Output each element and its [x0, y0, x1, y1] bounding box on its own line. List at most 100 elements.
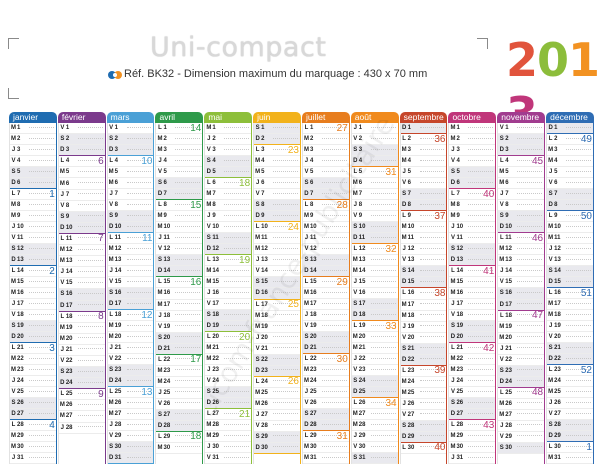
day-letter: M [548, 224, 554, 230]
day-letter: M [157, 301, 163, 308]
day-letter: D [401, 202, 407, 209]
saint-line [224, 159, 250, 163]
saint-line [224, 126, 250, 130]
day-number: 29 [407, 433, 415, 440]
day-number: 8 [456, 202, 460, 208]
day-letter: S [499, 290, 504, 297]
day-letter: M [157, 147, 163, 154]
week-number: 4 [49, 419, 55, 431]
day-number: 22 [212, 356, 219, 362]
saint-line [126, 192, 152, 196]
day-letter: V [402, 180, 407, 187]
saint-line [468, 159, 494, 163]
day-letter: M [401, 301, 407, 308]
saint-line [468, 368, 494, 372]
day-number: 18 [505, 312, 512, 319]
day-row: D 25 [351, 387, 399, 398]
day-number: 25 [358, 389, 366, 395]
saint-line [517, 192, 543, 196]
day-letter: S [499, 444, 504, 451]
saint-line [468, 357, 494, 361]
day-row: V 29 [498, 431, 546, 443]
saint-line [77, 348, 103, 351]
day-row: S 26 [449, 398, 497, 409]
day-letter: J [255, 180, 260, 187]
day-row: D 27 [10, 409, 57, 420]
day-number: 15 [261, 279, 268, 286]
day-letter: V [548, 411, 553, 417]
day-number: 2 [17, 136, 21, 142]
month-column: mars V 1 S 2 D 3 L 4 10 M 5 M 6 J 7 V 8 S 9 D 10 L 11 11 M 12 M 13 J 1… [106, 112, 155, 464]
saint-line [566, 126, 591, 130]
day-row: J 25 [156, 387, 204, 399]
day-number: 14 [505, 268, 512, 275]
day-letter: J [353, 279, 357, 285]
saint-line [224, 302, 250, 306]
day-row: L 22 17 [156, 354, 204, 366]
saint-line [29, 214, 54, 218]
week-number: 42 [483, 342, 495, 354]
day-row: S 18 [205, 310, 253, 321]
day-number: 24 [407, 378, 415, 385]
saint-line [224, 181, 250, 185]
day-row: S 19 [10, 321, 57, 332]
day-letter: D [157, 422, 163, 429]
day-row: D 17 [498, 299, 546, 311]
week-number: 3 [49, 342, 55, 354]
day-letter: D [499, 147, 504, 154]
month-accent-line [544, 123, 546, 464]
saint-line [419, 358, 445, 361]
day-row: M 23 [302, 365, 350, 376]
saint-line [126, 302, 152, 306]
day-row: V 13 [400, 255, 448, 267]
saint-line [77, 381, 103, 385]
day-letter: L [109, 312, 113, 318]
day-row: L 16 51 [547, 288, 594, 299]
day-letter: L [60, 158, 65, 165]
saint-line [566, 302, 591, 306]
day-number: 23 [456, 367, 464, 373]
day-row: L 5 31 [351, 167, 399, 178]
saint-line [321, 368, 347, 372]
saint-line [321, 280, 347, 284]
saint-line [224, 291, 250, 295]
day-number: 2 [261, 136, 265, 143]
day-letter: D [60, 302, 65, 309]
day-number: 1 [456, 125, 460, 131]
saint-line [126, 269, 152, 273]
day-letter: J [11, 224, 16, 230]
day-number: 27 [163, 411, 171, 418]
saint-line [224, 434, 250, 438]
saint-line [321, 269, 347, 273]
day-row: M 30 [10, 442, 57, 453]
month-column: octobre M 1 M 2 J 3 V 4 S 5 D 6 L 7 40 M 8 M 9 J 10 V 11 S 12 D 13 L… [448, 112, 497, 464]
saint-line [126, 368, 152, 372]
day-number: 16 [261, 290, 268, 297]
saint-line [468, 258, 494, 262]
saint-line [77, 270, 103, 274]
day-number: 9 [456, 213, 460, 219]
saint-line [29, 456, 54, 460]
saint-line [370, 423, 396, 427]
day-row: M 15 [205, 277, 253, 288]
day-number: 20 [212, 334, 219, 340]
day-row: D 24 [58, 378, 106, 390]
saint-line [370, 324, 396, 328]
day-number: 2 [358, 136, 363, 142]
saint-line [566, 401, 591, 405]
day-number: 27 [309, 411, 317, 417]
saint-line [126, 346, 152, 350]
day-number: 10 [114, 224, 122, 230]
day-letter: V [499, 125, 504, 132]
day-number: 19 [456, 323, 464, 329]
day-row: M 26 [107, 398, 155, 409]
